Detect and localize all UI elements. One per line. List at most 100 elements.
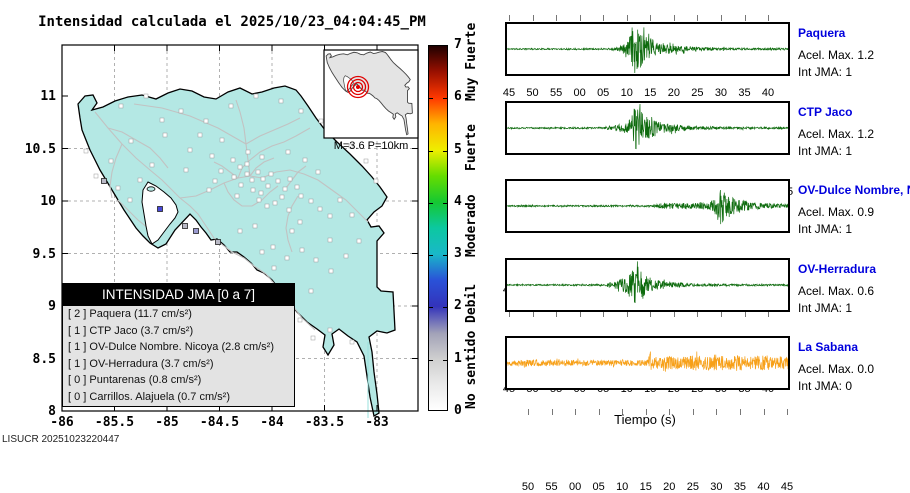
time-axis-title: Tiempo (s) <box>614 412 676 427</box>
tick-mark <box>575 409 577 415</box>
tick-mark <box>673 15 675 21</box>
time-tick-label: 05 <box>597 87 610 99</box>
map-y-tick-label: 10 <box>40 194 56 209</box>
station-marker <box>348 143 354 149</box>
tick-mark <box>650 15 652 21</box>
tick-mark <box>768 310 770 317</box>
station-name: OV-Herradura <box>798 261 877 276</box>
time-tick-label: 30 <box>714 87 728 99</box>
tick-mark <box>603 310 605 317</box>
legend-row: [ 1 ] OV-Dulce Nombre. Nicoya (2.8 cm/s²… <box>68 341 274 353</box>
tick-mark <box>720 310 722 317</box>
time-tick-label: 55 <box>545 481 558 493</box>
map-y-tick-label: 11 <box>40 89 56 104</box>
station-marker <box>159 117 165 123</box>
tick-mark <box>645 409 647 415</box>
station-marker <box>310 335 316 341</box>
station-marker <box>260 176 266 182</box>
station-marker <box>337 197 343 203</box>
tick-mark <box>598 409 600 415</box>
station-marker <box>289 228 295 234</box>
tick-mark <box>603 15 605 21</box>
tick-mark <box>579 310 581 317</box>
intensity-colorbar <box>428 45 448 411</box>
colorbar-number: 7 <box>454 37 462 53</box>
time-tick-label: 00 <box>573 87 586 99</box>
time-tick-label: 25 <box>686 481 699 493</box>
colorbar-tick <box>443 202 447 204</box>
epicenter-icon <box>356 85 360 89</box>
int-jma-label: Int JMA: 1 <box>798 65 853 79</box>
legend-row: [ 0 ] Puntarenas (0.8 cm/s²) <box>68 374 202 386</box>
tick-mark <box>556 310 558 317</box>
station-marker <box>302 157 308 163</box>
station-marker <box>272 200 278 206</box>
station-marker <box>162 132 168 138</box>
station-marker <box>245 149 251 155</box>
time-tick-label: 35 <box>738 87 751 99</box>
waveform-trace <box>506 260 789 303</box>
station-marker <box>209 153 215 159</box>
map-x-tick-label: -85 <box>155 415 179 430</box>
time-tick-label: 25 <box>691 87 704 99</box>
tick-mark <box>739 409 741 415</box>
tick-mark <box>532 310 534 317</box>
station-marker <box>279 194 285 200</box>
station-marker <box>264 203 270 209</box>
tick-mark <box>509 15 510 21</box>
map-y-tick-label: 10.5 <box>24 141 56 157</box>
time-tick-label: 10 <box>616 481 629 493</box>
station-marker <box>187 147 193 153</box>
station-marker-felt <box>157 206 163 212</box>
station-marker <box>308 288 314 294</box>
station-marker <box>284 255 290 261</box>
station-marker <box>275 178 281 184</box>
tick-mark <box>556 15 558 21</box>
station-marker <box>244 171 250 177</box>
map-y-tick-label: 9.5 <box>32 246 56 262</box>
tick-mark <box>692 409 694 415</box>
station-marker <box>278 98 284 104</box>
colorbar-tick <box>443 255 447 257</box>
time-tick-label: 20 <box>663 481 676 493</box>
station-marker <box>249 177 255 183</box>
station-marker <box>356 238 362 244</box>
legend-row: [ 1 ] CTP Jaco (3.7 cm/s²) <box>68 324 194 337</box>
int-jma-label: Int JMA: 1 <box>798 222 853 236</box>
station-marker <box>255 169 261 175</box>
waveform-trace <box>507 27 789 74</box>
legend-row: [ 0 ] Carrillos. Alajuela (0.7 cm/s²) <box>68 390 230 403</box>
time-tick-label: 50 <box>526 87 539 99</box>
station-marker <box>244 161 250 167</box>
colorbar-tick <box>443 307 447 309</box>
tick-mark <box>626 15 628 21</box>
tick-mark <box>763 409 765 415</box>
station-marker <box>297 317 303 323</box>
tick-mark <box>509 310 510 317</box>
station-marker <box>373 178 379 184</box>
tick-mark <box>697 15 699 21</box>
time-tick-label: 55 <box>549 87 563 99</box>
station-marker <box>318 118 324 124</box>
station-marker-felt <box>101 178 107 184</box>
time-tick-label: 10 <box>620 87 633 99</box>
station-marker <box>343 253 349 259</box>
station-marker <box>253 93 259 99</box>
time-tick-label: 05 <box>592 481 605 493</box>
tick-mark <box>626 310 628 317</box>
station-marker <box>259 154 265 160</box>
seismogram-plot-2 <box>505 100 790 155</box>
station-marker <box>299 247 305 253</box>
station-marker <box>256 197 262 203</box>
page-title: Intensidad calculada el 2025/10/23_04:04… <box>38 14 426 30</box>
station-marker <box>349 212 355 218</box>
int-jma-label: Int JMA: 1 <box>798 300 853 315</box>
seismogram-top-ticks <box>505 310 790 317</box>
acel-max-label: Acel. Max. 1.2 <box>798 48 875 62</box>
station-marker <box>298 108 304 114</box>
colorbar-tick <box>429 150 433 152</box>
station-marker <box>83 148 89 154</box>
colorbar-tick <box>429 307 433 309</box>
waveform-trace <box>506 103 789 149</box>
